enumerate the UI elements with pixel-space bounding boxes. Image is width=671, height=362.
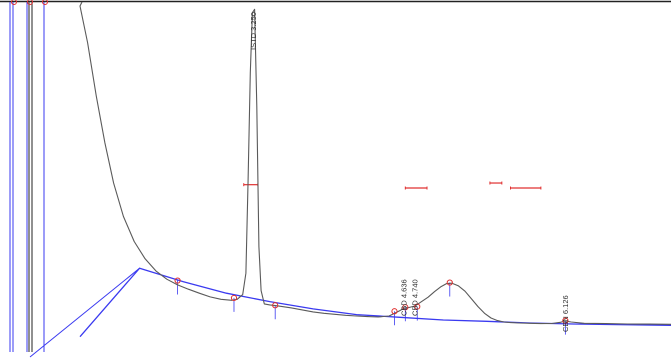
trace-layer — [79, 1, 671, 325]
integration-events-layer — [243, 181, 542, 190]
peak-label: ISTD 3.250 — [249, 12, 258, 50]
peak-label: CBN 6.126 — [561, 295, 570, 332]
peak-boundary-marker — [272, 302, 279, 309]
baseline-series — [79, 267, 671, 338]
peak-boundary-marker — [391, 308, 398, 315]
peak-label: CBD 4.740 — [411, 279, 420, 316]
peak-labels-layer: ISTD 3.250 CBD 4.636 CBD 4.740 CBN 6.126 — [249, 12, 570, 332]
baseline-lead-line — [29, 267, 140, 358]
left-event-lines — [9, 0, 48, 352]
peak-boundary-marker — [414, 303, 421, 310]
baseline-layer — [29, 267, 671, 358]
marker — [11, 0, 17, 5]
peak-boundary-marker — [402, 304, 409, 311]
peak-boundary-marker — [174, 277, 181, 284]
peak-label: CBD 4.636 — [399, 279, 408, 316]
marker — [27, 0, 33, 5]
peak-boundary-marker — [230, 294, 238, 302]
peak-boundary-marker — [562, 317, 569, 324]
peak-boundary-marker — [446, 279, 453, 286]
baseline-marks-layer — [174, 277, 569, 324]
marker — [42, 0, 48, 5]
chromatogram-trace — [79, 1, 671, 325]
